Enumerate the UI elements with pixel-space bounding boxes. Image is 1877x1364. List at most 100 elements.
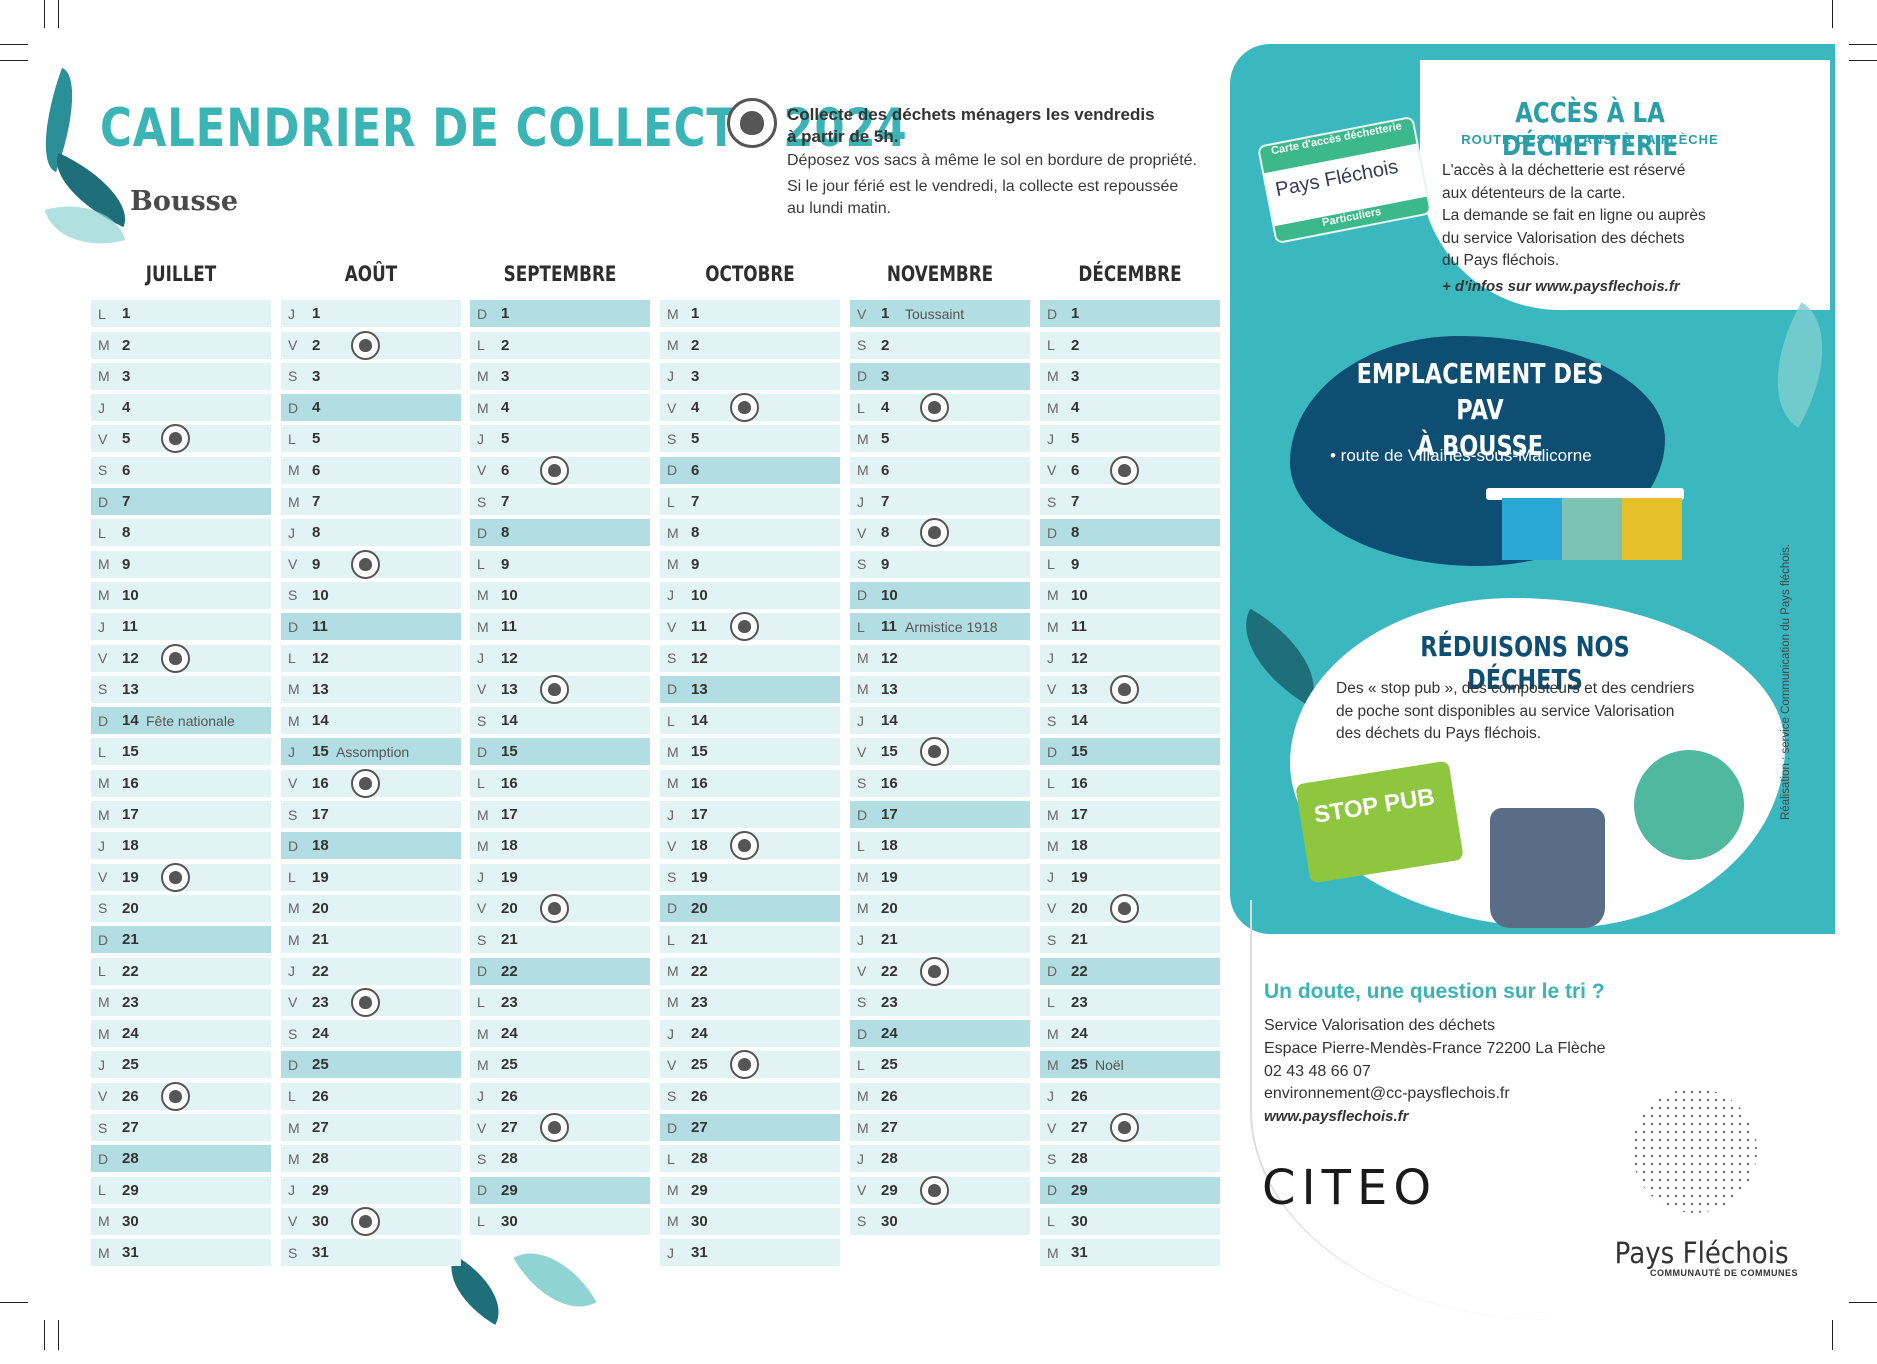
day-number: 16: [501, 774, 518, 792]
day-number: 28: [881, 1150, 898, 1168]
calendar-day: D 24: [850, 1020, 1030, 1048]
day-number: 8: [122, 524, 131, 542]
weekday-letter: V: [857, 1182, 867, 1199]
weekday-letter: D: [288, 837, 299, 854]
day-number: 13: [1071, 680, 1088, 698]
calendar-day: M 13: [850, 675, 1030, 703]
weekday-letter: M: [1047, 837, 1059, 854]
weekday-letter: D: [1047, 1182, 1058, 1199]
day-number: 15: [1071, 743, 1088, 761]
collection-bag-icon: [540, 1113, 569, 1143]
reduisons-line: Des « stop pub », des composteurs et des…: [1336, 680, 1695, 697]
weekday-letter: M: [98, 1213, 110, 1230]
crop-mark: [0, 60, 28, 61]
weekday-letter: M: [477, 399, 489, 416]
collection-bag-icon: [920, 956, 949, 986]
weekday-letter: V: [98, 1088, 108, 1105]
calendar-day: S 31: [281, 1239, 461, 1267]
weekday-letter: L: [98, 305, 106, 322]
day-number: 25: [501, 1056, 518, 1074]
day-number: 4: [881, 399, 890, 417]
day-number: 27: [122, 1119, 139, 1137]
weekday-letter: S: [288, 806, 298, 823]
day-number: 8: [1071, 524, 1080, 542]
calendar-day: M 30: [660, 1207, 840, 1235]
weekday-letter: S: [667, 1088, 677, 1105]
day-number: 20: [1071, 899, 1088, 917]
calendar-day: M 16: [660, 769, 840, 797]
weekday-letter: V: [98, 869, 108, 886]
day-number: 22: [881, 962, 898, 980]
calendar-day: D 13: [660, 675, 840, 703]
day-number: 22: [122, 962, 139, 980]
decorative-curve: [1250, 900, 1852, 1320]
website-link[interactable]: www.paysflechois.fr: [1535, 278, 1680, 295]
collection-bag-icon: [1110, 455, 1139, 485]
collection-bag-icon: [351, 330, 380, 360]
link-prefix: + d'infos sur: [1442, 278, 1536, 295]
weekday-letter: L: [477, 1213, 485, 1230]
day-number: 18: [691, 837, 708, 855]
calendar-day: L 23: [1040, 988, 1220, 1016]
calendar-day: D 10: [850, 581, 1030, 609]
day-number: 28: [691, 1150, 708, 1168]
weekday-letter: S: [98, 681, 108, 698]
weekday-letter: M: [288, 681, 300, 698]
calendar-day: M 31: [1040, 1239, 1220, 1267]
weekday-letter: V: [857, 743, 867, 760]
day-number: 30: [312, 1212, 329, 1230]
decheterie-info-link[interactable]: + d'infos sur www.paysflechois.fr: [1442, 278, 1680, 295]
contact-website[interactable]: www.paysflechois.fr: [1264, 1108, 1409, 1125]
weekday-letter: L: [667, 493, 675, 510]
calendar-day: M 24: [1040, 1020, 1220, 1048]
weekday-letter: M: [288, 900, 300, 917]
calendar-day: V 12: [91, 643, 271, 673]
calendar-day: M 24: [91, 1020, 271, 1048]
calendar-day: D 29: [1040, 1176, 1220, 1204]
crop-mark: [1832, 0, 1833, 28]
crop-mark: [1849, 60, 1877, 61]
calendar-day: M 23: [91, 988, 271, 1016]
calendar-day: S 24: [281, 1020, 461, 1048]
calendar-day: V 13: [1040, 674, 1220, 704]
weekday-letter: M: [288, 493, 300, 510]
calendar-day: S 14: [470, 707, 650, 735]
day-number: 27: [501, 1119, 518, 1137]
weekday-letter: J: [667, 806, 674, 823]
calendar-day: L 16: [1040, 769, 1220, 797]
weekday-letter: S: [98, 900, 108, 917]
weekday-letter: M: [288, 462, 300, 479]
day-number: 9: [881, 555, 890, 573]
citeo-logo: CITEO: [1262, 1160, 1438, 1216]
day-number: 30: [122, 1212, 139, 1230]
decheterie-line: du Pays fléchois.: [1442, 252, 1560, 269]
day-number: 17: [1071, 806, 1088, 824]
calendar-day: S 21: [1040, 926, 1220, 954]
contact-phone[interactable]: 02 43 48 66 07: [1264, 1062, 1371, 1080]
weekday-letter: V: [667, 837, 677, 854]
month-column: AOÛT J 1 V 2 S 3 D 4 L 5 M 6 M 7 J 8 V 9 S 10 D 11 L 12 M 13 M 14 J 15…: [281, 262, 461, 1267]
calendar-day: M 27: [281, 1114, 461, 1142]
bin-blue: [1502, 498, 1562, 560]
contact-email[interactable]: environnement@cc-paysflechois.fr: [1264, 1085, 1510, 1103]
collection-bag-icon: [351, 1206, 380, 1236]
collection-bag-icon: [1110, 674, 1139, 704]
calendar-day: J 26: [1040, 1082, 1220, 1110]
calendar-day: S 21: [470, 926, 650, 954]
weekday-letter: S: [98, 462, 108, 479]
calendar-day: L 12: [281, 644, 461, 672]
weekday-letter: M: [857, 1119, 869, 1136]
calendar-day: J 15 Assomption: [281, 738, 461, 766]
day-number: 23: [122, 993, 139, 1011]
day-number: 17: [312, 806, 329, 824]
